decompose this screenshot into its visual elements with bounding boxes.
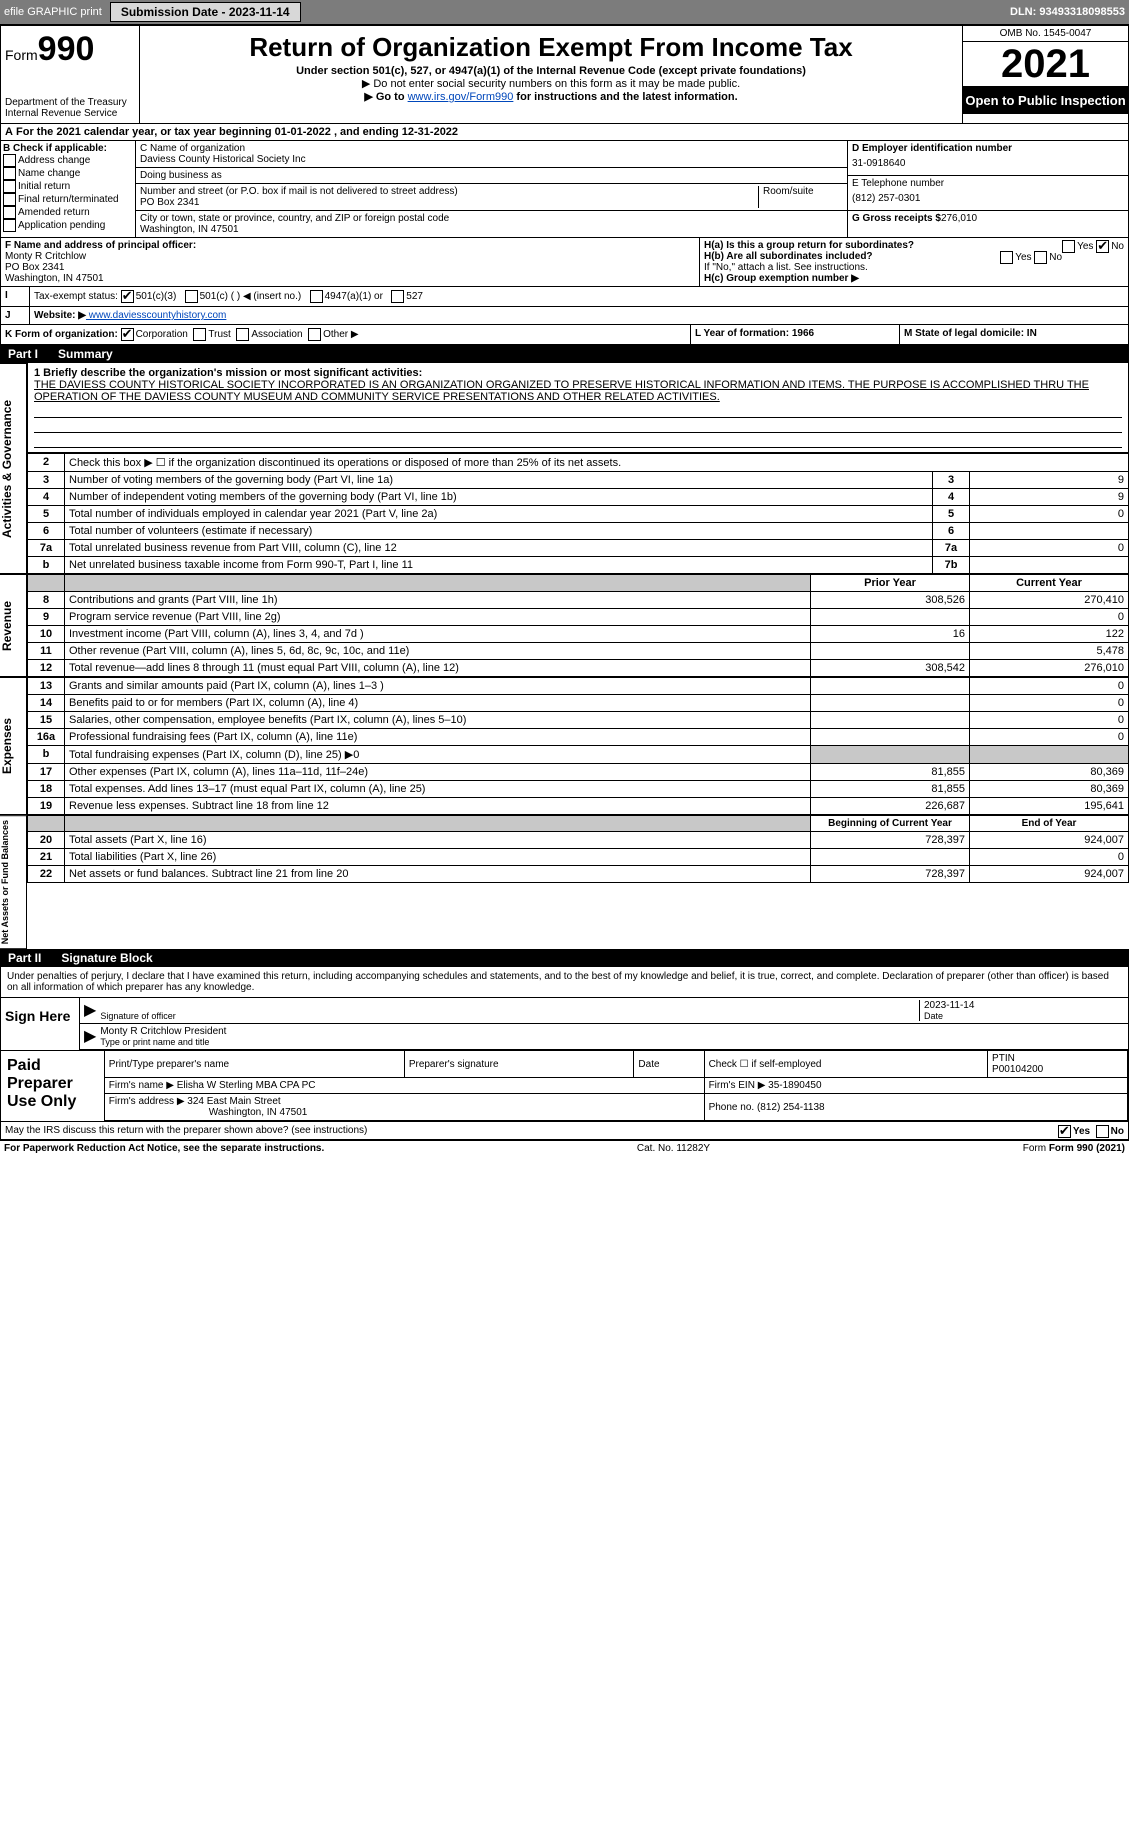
dln-label: DLN: 93493318098553 bbox=[1010, 6, 1125, 18]
irs-label: Internal Revenue Service bbox=[5, 108, 135, 119]
public-inspection: Open to Public Inspection bbox=[963, 87, 1128, 114]
org-address: PO Box 2341 bbox=[140, 197, 758, 208]
entity-block: B Check if applicable: Address change Na… bbox=[0, 141, 1129, 238]
revenue-section: Revenue Prior YearCurrent Year 8Contribu… bbox=[0, 574, 1129, 677]
box-c: C Name of organizationDaviess County His… bbox=[136, 141, 847, 237]
efile-label: efile GRAPHIC print bbox=[4, 6, 102, 18]
revenue-table: Prior YearCurrent Year 8Contributions an… bbox=[27, 574, 1129, 677]
net-assets-section: Net Assets or Fund Balances Beginning of… bbox=[0, 815, 1129, 949]
row-i: I Tax-exempt status: 501(c)(3) 501(c) ( … bbox=[0, 287, 1129, 307]
phone: (812) 257-0301 bbox=[852, 189, 1124, 208]
officer-name: Monty R Critchlow bbox=[5, 251, 86, 262]
box-d-e-g: D Employer identification number31-09186… bbox=[847, 141, 1128, 237]
tax-year: 2021 bbox=[963, 42, 1128, 87]
footer: For Paperwork Reduction Act Notice, see … bbox=[0, 1140, 1129, 1156]
form-subtitle: Under section 501(c), 527, or 4947(a)(1)… bbox=[144, 65, 958, 77]
form-header: Form990 Department of the Treasury Inter… bbox=[0, 24, 1129, 124]
row-k-l-m: K Form of organization: Corporation Trus… bbox=[0, 325, 1129, 345]
firm-name: Elisha W Sterling MBA CPA PC bbox=[177, 1080, 316, 1091]
org-name: Daviess County Historical Society Inc bbox=[140, 154, 843, 165]
discuss-row: May the IRS discuss this return with the… bbox=[0, 1122, 1129, 1140]
expenses-section: Expenses 13Grants and similar amounts pa… bbox=[0, 677, 1129, 815]
net-assets-table: Beginning of Current YearEnd of Year 20T… bbox=[27, 815, 1129, 883]
submission-date-button[interactable]: Submission Date - 2023-11-14 bbox=[110, 2, 301, 22]
ssn-note: ▶ Do not enter social security numbers o… bbox=[144, 77, 958, 90]
irs-link[interactable]: www.irs.gov/Form990 bbox=[408, 91, 514, 103]
discuss-yes-checkbox[interactable] bbox=[1058, 1125, 1071, 1138]
top-bar: efile GRAPHIC print Submission Date - 20… bbox=[0, 0, 1129, 24]
row-f-h: F Name and address of principal officer:… bbox=[0, 238, 1129, 287]
signature-block: Under penalties of perjury, I declare th… bbox=[0, 967, 1129, 1051]
row-j: J Website: ▶ www.daviesscountyhistory.co… bbox=[0, 307, 1129, 325]
form-title: Return of Organization Exempt From Incom… bbox=[144, 32, 958, 63]
part2-header: Part IISignature Block bbox=[0, 949, 1129, 967]
gross-receipts: 276,010 bbox=[941, 213, 977, 224]
omb-number: OMB No. 1545-0047 bbox=[963, 26, 1128, 42]
activities-governance: Activities & Governance 1 Briefly descri… bbox=[0, 363, 1129, 574]
website-link[interactable]: www.daviesscountyhistory.com bbox=[86, 310, 226, 321]
org-city: Washington, IN 47501 bbox=[140, 224, 843, 235]
governance-table: 2Check this box ▶ ☐ if the organization … bbox=[27, 453, 1129, 574]
part1-header: Part ISummary bbox=[0, 345, 1129, 363]
paid-preparer: Paid Preparer Use Only Print/Type prepar… bbox=[0, 1051, 1129, 1122]
form-number: Form990 bbox=[5, 30, 135, 69]
line-a: A For the 2021 calendar year, or tax yea… bbox=[0, 124, 1129, 141]
expenses-table: 13Grants and similar amounts paid (Part … bbox=[27, 677, 1129, 815]
ptin: P00104200 bbox=[992, 1064, 1043, 1075]
goto-note: ▶ Go to www.irs.gov/Form990 for instruct… bbox=[144, 90, 958, 103]
ein: 31-0918640 bbox=[852, 154, 1124, 173]
box-b: B Check if applicable: Address change Na… bbox=[1, 141, 136, 237]
501c3-checkbox[interactable] bbox=[121, 290, 134, 303]
dept-label: Department of the Treasury bbox=[5, 97, 135, 108]
officer-signature: Monty R Critchlow President bbox=[100, 1026, 226, 1037]
mission-text: THE DAVIESS COUNTY HISTORICAL SOCIETY IN… bbox=[34, 379, 1089, 403]
